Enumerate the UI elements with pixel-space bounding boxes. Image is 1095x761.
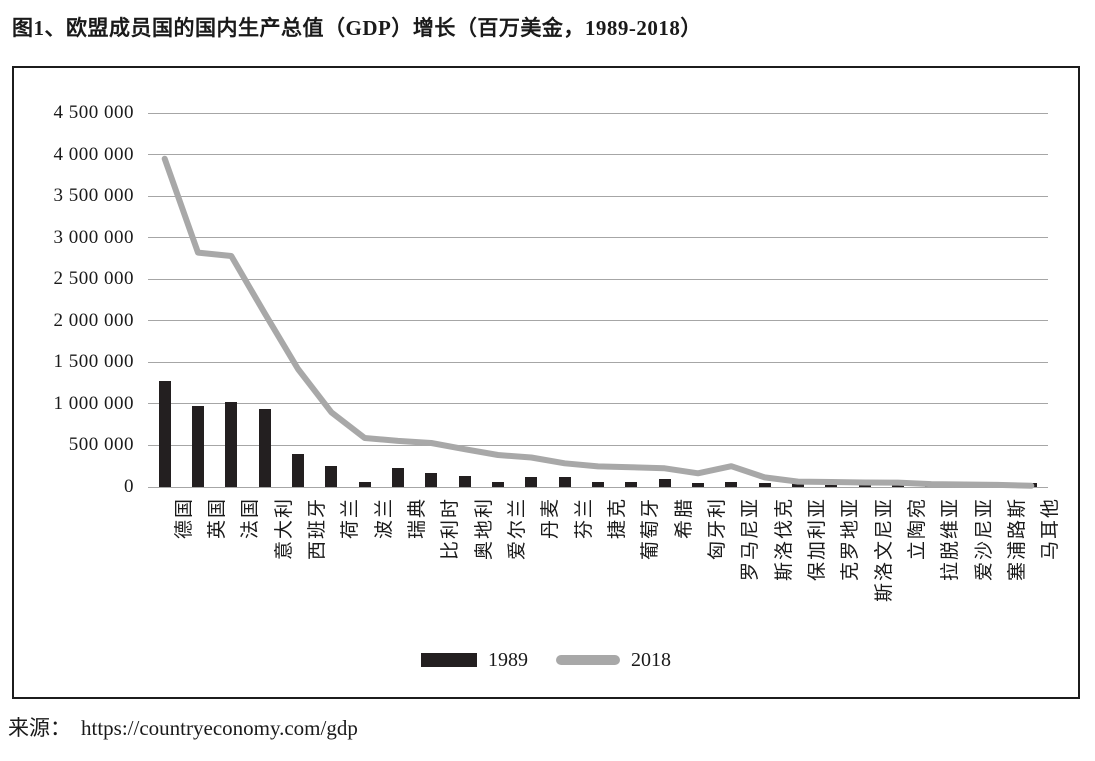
x-axis-label: 爱尔兰 [507, 497, 528, 561]
bar-1989 [459, 476, 471, 487]
legend-label-2018: 2018 [631, 649, 671, 671]
y-axis-tick-label: 1 000 000 [53, 392, 134, 414]
x-axis-label: 奥地利 [474, 497, 495, 561]
gridline [148, 112, 1048, 114]
gridline [148, 486, 1048, 488]
legend-label-1989: 1989 [488, 649, 528, 671]
bar-1989 [792, 483, 804, 487]
x-axis-label: 捷克 [607, 497, 628, 540]
bar-1989 [559, 477, 571, 487]
bar-1989 [525, 477, 537, 487]
bar-1989 [425, 473, 437, 487]
bar-1989 [592, 482, 604, 487]
y-axis-tick-label: 0 [124, 476, 134, 497]
source-line: 来源： https://countryeconomy.com/gdp [8, 712, 358, 742]
bar-1989 [625, 482, 637, 487]
legend-swatch-2018-line [556, 655, 620, 665]
bar-1989 [492, 482, 504, 487]
x-axis-label: 荷兰 [340, 497, 361, 540]
y-axis-tick-label: 4 000 000 [53, 143, 134, 165]
x-axis-label: 法国 [240, 497, 261, 540]
x-axis-label: 意大利 [274, 497, 295, 561]
x-axis-label: 保加利亚 [807, 497, 828, 582]
y-axis-tick-label: 4 500 000 [53, 102, 134, 123]
y-axis-tick-label: 1 500 000 [53, 351, 134, 373]
figure-title: 图1、欧盟成员国的国内生产总值（GDP）增长（百万美金，1989-2018） [12, 16, 702, 40]
x-axis-label: 波兰 [374, 497, 395, 540]
gridline [148, 403, 1048, 405]
y-axis-tick-label: 500 000 [68, 434, 134, 456]
gridline [148, 195, 1048, 197]
source-prefix-label: 来源： [8, 716, 71, 740]
x-axis-label: 瑞典 [407, 497, 428, 540]
x-axis-label: 斯洛伐克 [774, 497, 795, 582]
bar-1989 [392, 468, 404, 487]
gridline [148, 444, 1048, 446]
x-axis-label: 斯洛文尼亚 [874, 497, 895, 603]
bar-1989 [825, 485, 837, 487]
bar-1989 [359, 482, 371, 487]
x-axis-label: 克罗地亚 [840, 497, 861, 582]
bar-1989 [692, 483, 704, 487]
x-axis-label: 匈牙利 [707, 497, 728, 561]
x-axis-label: 芬兰 [574, 497, 595, 540]
x-axis-label: 葡萄牙 [640, 497, 661, 561]
bar-1989 [259, 409, 271, 487]
y-axis-tick-label: 2 000 000 [53, 309, 134, 331]
y-axis-tick-label: 3 500 000 [53, 185, 134, 207]
x-axis-label: 罗马尼亚 [740, 497, 761, 582]
x-axis-label: 爱沙尼亚 [974, 497, 995, 582]
x-axis-label: 立陶宛 [907, 497, 928, 561]
y-axis-tick-label: 2 500 000 [53, 268, 134, 290]
line-series-svg [161, 155, 1035, 489]
gridline [148, 320, 1048, 322]
y-axis-tick-label: 3 000 000 [53, 226, 134, 248]
gridline [148, 237, 1048, 239]
gridline [148, 154, 1048, 156]
x-axis-label: 英国 [207, 497, 228, 540]
bar-1989 [725, 482, 737, 487]
x-axis-label: 塞浦路斯 [1007, 497, 1028, 582]
bar-1989 [325, 466, 337, 487]
x-axis-label: 马耳他 [1040, 497, 1061, 561]
plot-area: 0 500 000 1 000 000 1 500 000 2 000 000 2 500… [14, 68, 1078, 697]
bar-1989 [225, 402, 237, 487]
chart-frame: 0 500 000 1 000 000 1 500 000 2 000 000 2 500… [12, 66, 1080, 699]
bar-1989 [659, 479, 671, 487]
bar-1989 [759, 483, 771, 487]
bar-1989 [192, 406, 204, 487]
chart-legend: 1989 2018 [14, 649, 1078, 671]
legend-swatch-1989-bar [421, 653, 477, 667]
x-axis-label: 德国 [174, 497, 195, 540]
x-axis-label: 丹麦 [540, 497, 561, 540]
source-url: https://countryeconomy.com/gdp [81, 716, 358, 740]
x-axis-label: 希腊 [674, 497, 695, 540]
gridline [148, 278, 1048, 280]
x-axis-label: 比利时 [440, 497, 461, 561]
gridline [148, 361, 1048, 363]
line-2018 [161, 155, 1035, 489]
bar-1989 [859, 485, 871, 487]
x-axis-label: 西班牙 [307, 497, 328, 561]
bar-1989 [292, 454, 304, 487]
bar-1989 [159, 381, 171, 487]
x-axis-label: 拉脱维亚 [940, 497, 961, 582]
